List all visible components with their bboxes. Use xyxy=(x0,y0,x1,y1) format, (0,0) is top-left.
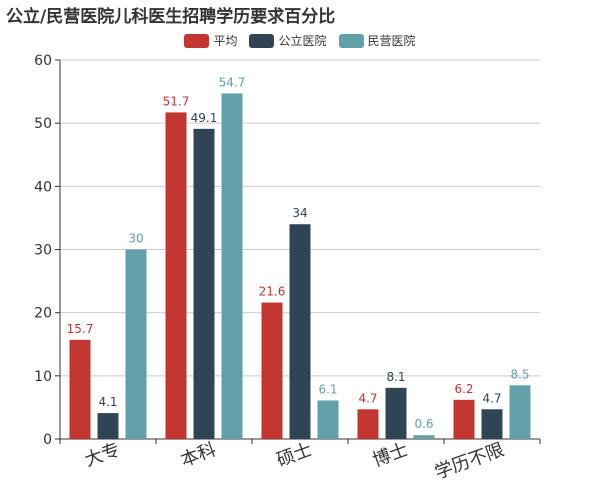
data-label-1-1: 49.1 xyxy=(191,111,218,125)
legend-label-public-hospital: 公立医院 xyxy=(278,34,327,48)
data-label-2-2: 6.1 xyxy=(318,382,337,396)
data-label-0-4: 6.2 xyxy=(454,382,473,396)
data-label-0-2: 21.6 xyxy=(259,285,286,299)
bar-0-0 xyxy=(69,339,91,439)
x-tick-label-0: 大专 xyxy=(82,439,123,471)
data-label-1-2: 34 xyxy=(292,206,307,220)
legend-label-private-hospital: 民营医院 xyxy=(367,34,416,48)
data-label-1-3: 8.1 xyxy=(386,370,405,384)
legend-item-average[interactable]: 平均 xyxy=(184,32,237,49)
data-label-0-1: 51.7 xyxy=(163,94,190,108)
legend-swatch-private-hospital xyxy=(338,33,364,48)
y-tick-label-4: 40 xyxy=(34,179,52,195)
y-tick-label-0: 0 xyxy=(43,432,52,448)
y-tick-label-5: 50 xyxy=(34,116,52,132)
data-label-0-3: 4.7 xyxy=(358,391,377,405)
data-label-0-0: 15.7 xyxy=(67,322,94,336)
x-tick-label-4: 学历不限 xyxy=(432,439,507,483)
y-tick-label-1: 10 xyxy=(34,369,52,385)
bar-1-2 xyxy=(289,224,311,439)
bar-0-3 xyxy=(357,409,379,439)
legend-swatch-public-hospital xyxy=(249,33,275,48)
bar-2-0 xyxy=(125,249,147,439)
bar-1-3 xyxy=(385,387,407,439)
x-tick-label-3: 博士 xyxy=(370,439,411,471)
chart-title: 公立/民营医院儿科医生招聘学历要求百分比 xyxy=(6,7,336,27)
bar-1-4 xyxy=(481,409,503,439)
legend-item-private-hospital[interactable]: 民营医院 xyxy=(338,32,416,49)
data-label-2-4: 8.5 xyxy=(510,367,529,381)
legend: 平均 公立医院 民营医院 xyxy=(0,32,600,49)
bar-1-1 xyxy=(193,128,215,439)
y-tick-label-3: 30 xyxy=(34,243,52,259)
bar-2-4 xyxy=(509,385,531,439)
bar-0-4 xyxy=(453,399,475,439)
data-label-2-0: 30 xyxy=(128,232,143,246)
bar-0-2 xyxy=(261,302,283,439)
data-label-2-1: 54.7 xyxy=(219,75,246,89)
legend-label-average: 平均 xyxy=(213,34,238,48)
y-tick-label-2: 20 xyxy=(34,306,52,322)
data-label-1-4: 4.7 xyxy=(482,391,501,405)
data-label-2-3: 0.6 xyxy=(414,417,433,431)
x-tick-label-2: 硕士 xyxy=(274,439,315,471)
legend-swatch-average xyxy=(184,33,210,48)
bar-2-3 xyxy=(413,435,435,439)
bar-0-1 xyxy=(165,112,187,439)
data-label-1-0: 4.1 xyxy=(98,395,117,409)
bar-1-0 xyxy=(97,413,119,439)
y-tick-label-6: 60 xyxy=(34,53,52,69)
bar-2-1 xyxy=(221,93,243,439)
bar-2-2 xyxy=(317,400,339,439)
x-tick-label-1: 本科 xyxy=(178,439,219,471)
legend-item-public-hospital[interactable]: 公立医院 xyxy=(249,32,327,49)
